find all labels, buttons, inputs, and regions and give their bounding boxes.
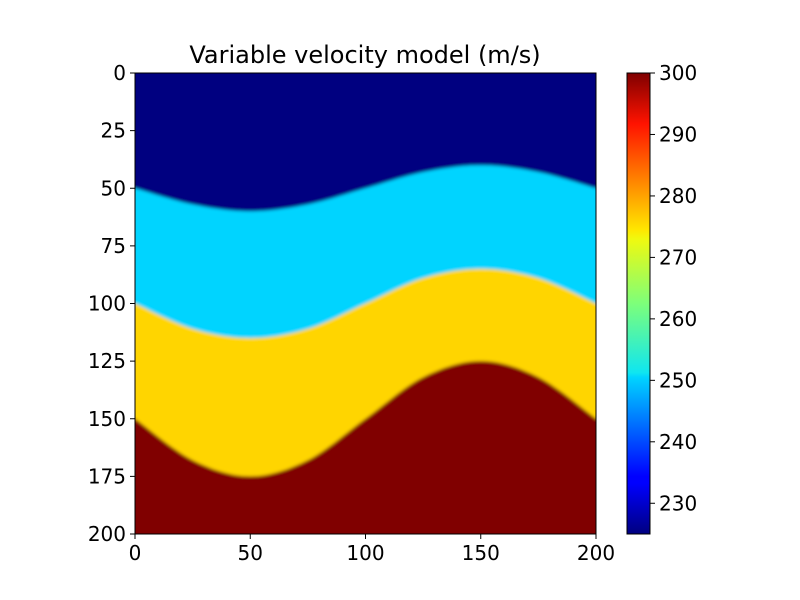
y-tick-label: 100 xyxy=(88,292,126,316)
colorbar-tick-label: 280 xyxy=(659,184,697,208)
x-axis: 0 50 100 150 200 xyxy=(129,534,615,565)
y-tick-label: 0 xyxy=(113,61,126,85)
y-tick-label: 200 xyxy=(88,522,126,546)
velocity-layer-4 xyxy=(135,361,596,534)
colorbar-tick-label: 250 xyxy=(659,368,697,392)
x-tick-label: 200 xyxy=(577,541,615,565)
colorbar-tick-label: 240 xyxy=(659,430,697,454)
y-tick-label: 175 xyxy=(88,464,126,488)
y-tick-label: 75 xyxy=(101,234,126,258)
plot-area xyxy=(135,73,596,534)
colorbar-tick-label: 300 xyxy=(659,61,697,85)
y-tick-label: 50 xyxy=(101,176,126,200)
colorbar-tick-label: 270 xyxy=(659,245,697,269)
x-tick-label: 0 xyxy=(129,541,142,565)
y-axis: 0 25 50 75 100 125 150 175 200 xyxy=(88,61,135,546)
chart-title: Variable velocity model (m/s) xyxy=(189,41,540,69)
x-tick-label: 100 xyxy=(346,541,384,565)
y-tick-label: 125 xyxy=(88,349,126,373)
y-tick-label: 150 xyxy=(88,407,126,431)
y-tick-label: 25 xyxy=(101,119,126,143)
colorbar-tick-label: 290 xyxy=(659,122,697,146)
colorbar-axis: 230 240 250 260 270 280 290 300 xyxy=(650,61,697,515)
x-tick-label: 150 xyxy=(462,541,500,565)
velocity-layers xyxy=(135,73,596,534)
x-tick-label: 50 xyxy=(238,541,263,565)
colorbar-tick-label: 260 xyxy=(659,307,697,331)
colorbar xyxy=(627,73,650,534)
colorbar-frame xyxy=(626,72,651,535)
colorbar-tick-label: 230 xyxy=(659,491,697,515)
